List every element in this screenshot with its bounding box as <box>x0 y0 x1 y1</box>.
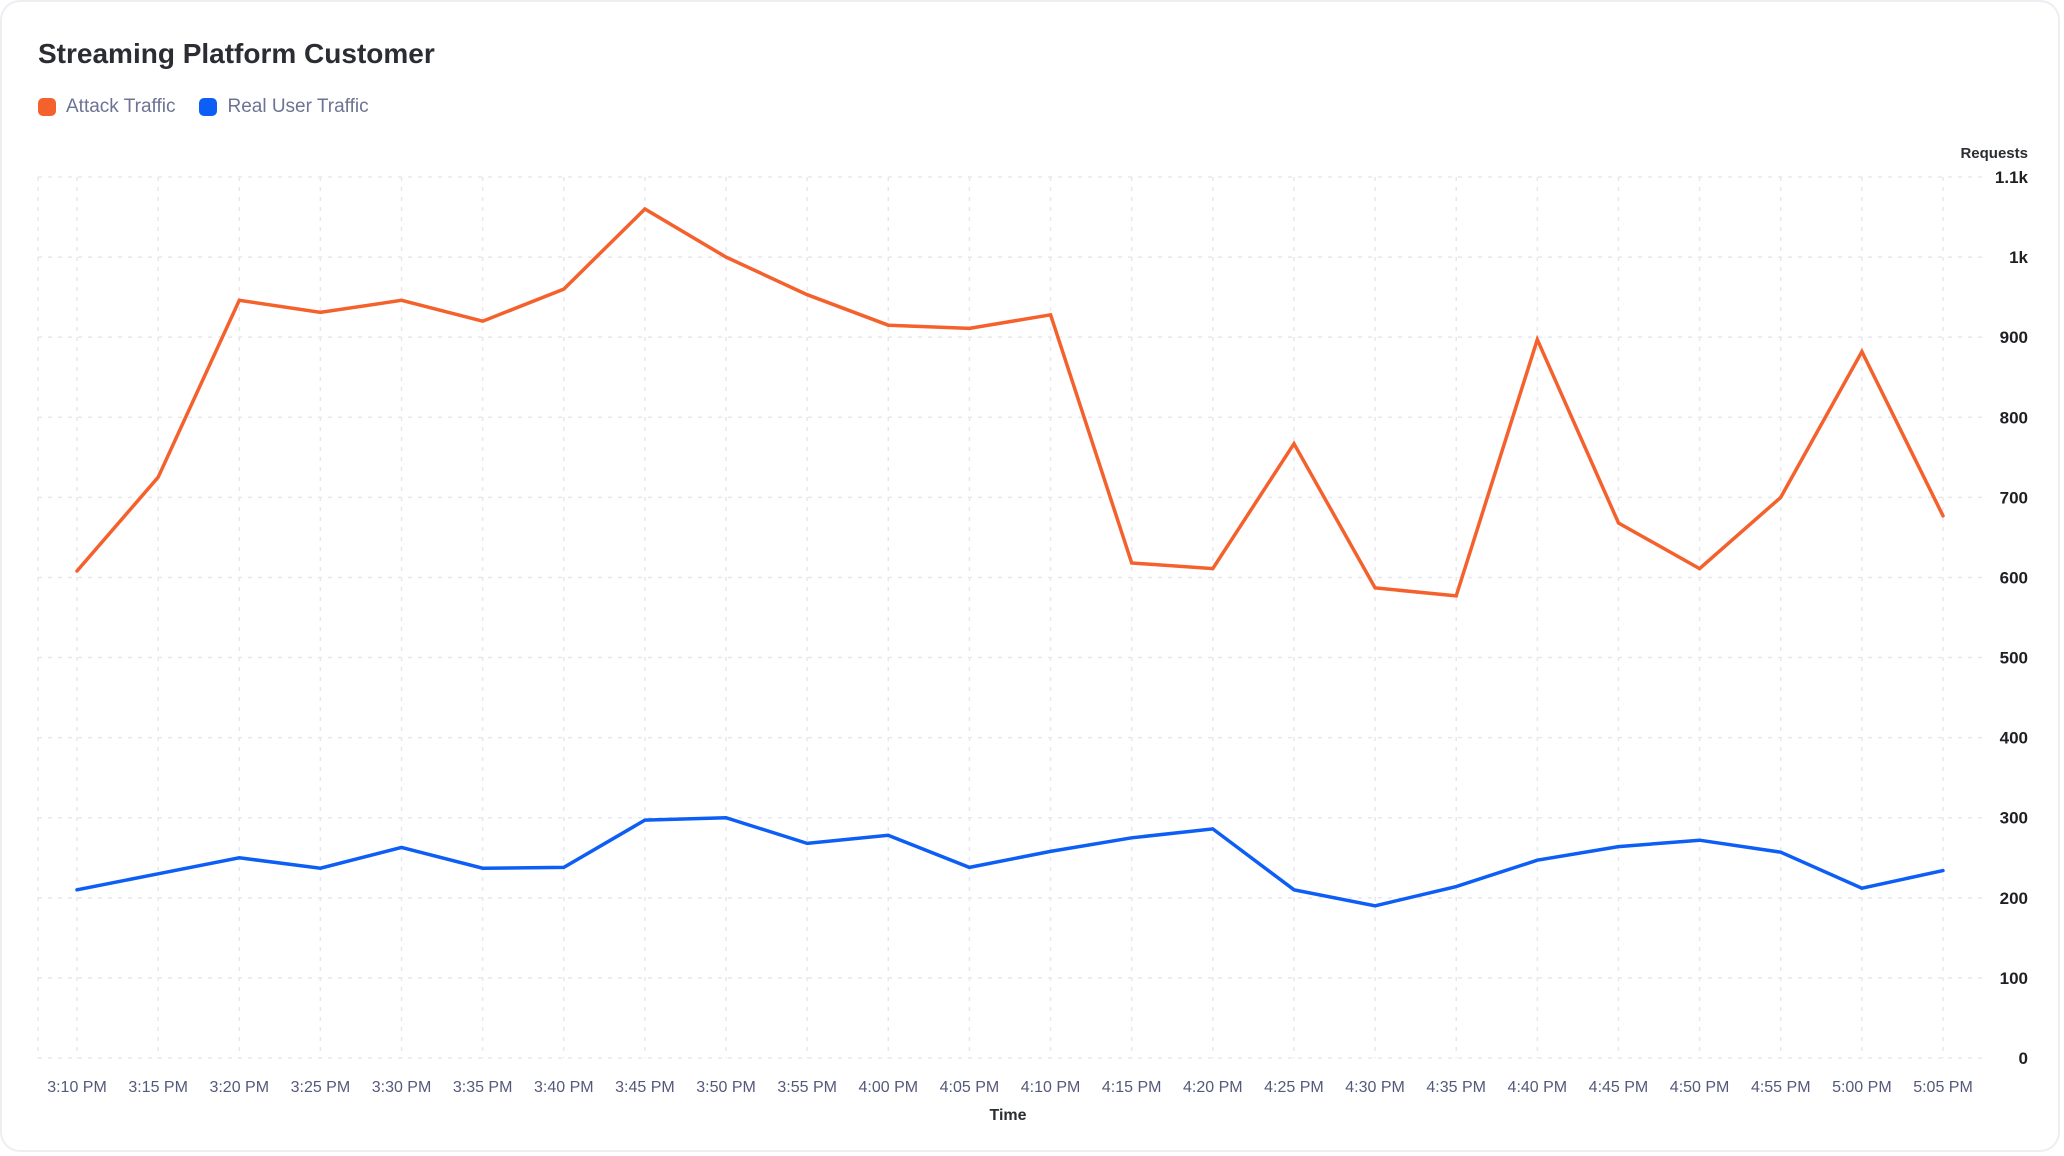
y-tick-label: 1k <box>2009 248 2028 267</box>
legend: Attack Traffic Real User Traffic <box>38 96 369 118</box>
x-tick-label: 5:00 PM <box>1832 1079 1892 1096</box>
x-tick-label: 4:45 PM <box>1589 1079 1649 1096</box>
y-axis-ticks: 0 100 200 300 400 500 600 700 800 900 1k 1.1k <box>1995 168 2029 1068</box>
x-tick-label: 3:50 PM <box>696 1079 756 1096</box>
x-tick-label: 3:20 PM <box>209 1079 269 1096</box>
series-lines <box>75 206 1945 908</box>
legend-swatch-real-user-traffic <box>199 98 218 116</box>
series-line-attack-traffic[interactable] <box>75 206 1945 598</box>
legend-label-real-user-traffic: Real User Traffic <box>227 96 369 117</box>
x-tick-label: 3:10 PM <box>47 1079 107 1096</box>
x-tick-label: 4:00 PM <box>859 1079 919 1096</box>
x-tick-label: 4:25 PM <box>1264 1079 1324 1096</box>
x-tick-label: 3:40 PM <box>534 1079 594 1096</box>
y-tick-label: 700 <box>2000 488 2028 507</box>
x-tick-label: 3:25 PM <box>291 1079 351 1096</box>
x-tick-label: 4:20 PM <box>1183 1079 1243 1096</box>
x-tick-label: 4:15 PM <box>1102 1079 1162 1096</box>
grid-lines <box>37 176 1982 1059</box>
chart-title: Streaming Platform Customer <box>38 38 435 69</box>
x-tick-label: 3:35 PM <box>453 1079 513 1096</box>
legend-swatch-attack-traffic <box>38 98 56 116</box>
legend-label-attack-traffic: Attack Traffic <box>66 96 176 117</box>
x-axis-ticks: 3:10 PM 3:15 PM 3:20 PM 3:25 PM 3:30 PM 3:35 … <box>47 1079 1973 1096</box>
x-tick-label: 4:40 PM <box>1508 1079 1568 1096</box>
x-axis-title: Time <box>989 1107 1026 1124</box>
y-tick-label: 0 <box>2019 1049 2028 1068</box>
y-tick-label: 600 <box>2000 568 2028 587</box>
x-tick-label: 4:55 PM <box>1751 1079 1811 1096</box>
x-tick-label: 4:50 PM <box>1670 1079 1730 1096</box>
y-tick-label: 500 <box>2000 649 2028 668</box>
x-tick-label: 4:05 PM <box>940 1079 1000 1096</box>
x-tick-label: 4:30 PM <box>1345 1079 1405 1096</box>
x-tick-label: 4:35 PM <box>1426 1079 1486 1096</box>
legend-item-attack-traffic[interactable]: Attack Traffic <box>38 96 175 118</box>
y-tick-label: 300 <box>2000 809 2028 828</box>
series-line-real-user-traffic[interactable] <box>75 815 1945 908</box>
y-tick-label: 1.1k <box>1995 168 2029 187</box>
x-tick-label: 3:15 PM <box>128 1079 188 1096</box>
x-tick-label: 3:55 PM <box>777 1079 837 1096</box>
y-tick-label: 200 <box>2000 889 2028 908</box>
y-tick-label: 800 <box>2000 408 2028 427</box>
y-tick-label: 400 <box>2000 729 2028 748</box>
y-axis-title: Requests <box>1960 145 2028 162</box>
y-tick-label: 900 <box>2000 328 2028 347</box>
y-tick-label: 100 <box>2000 969 2028 988</box>
x-tick-label: 3:45 PM <box>615 1079 675 1096</box>
x-tick-label: 5:05 PM <box>1913 1079 1973 1096</box>
x-tick-label: 4:10 PM <box>1021 1079 1081 1096</box>
x-tick-label: 3:30 PM <box>372 1079 432 1096</box>
legend-item-real-user-traffic[interactable]: Real User Traffic <box>199 96 369 118</box>
